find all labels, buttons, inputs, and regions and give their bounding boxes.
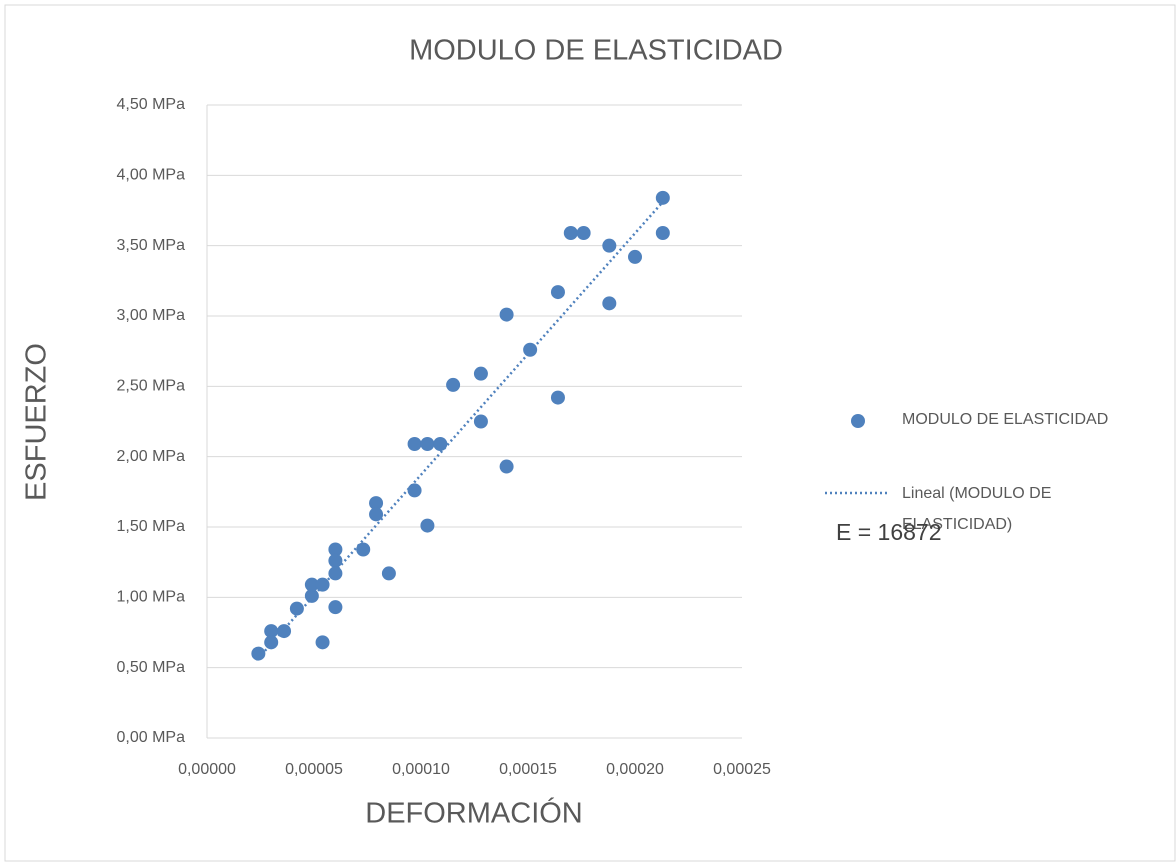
point xyxy=(328,566,343,581)
point xyxy=(251,646,266,661)
legend-trendline-label: Lineal (MODULO DE ELASTICIDAD) xyxy=(902,485,1052,533)
point xyxy=(655,226,670,241)
point xyxy=(264,635,279,650)
x-tick-label: 0,00015 xyxy=(499,761,557,778)
point xyxy=(628,249,642,264)
x-tick-label: 0,00000 xyxy=(178,761,236,778)
point xyxy=(315,577,330,592)
annotation: E = 16872 xyxy=(836,519,942,545)
point xyxy=(602,238,617,253)
point xyxy=(328,553,343,568)
point xyxy=(304,577,319,592)
point xyxy=(602,296,617,311)
point xyxy=(655,190,670,205)
point xyxy=(420,437,435,452)
point xyxy=(446,377,461,392)
y-tick-label: 2,50 MPa xyxy=(117,378,186,395)
y-tick-label: 1,50 MPa xyxy=(117,518,186,535)
point xyxy=(369,507,384,522)
point xyxy=(315,635,330,650)
point xyxy=(433,437,448,452)
point xyxy=(550,390,565,405)
point xyxy=(473,414,488,429)
point xyxy=(381,566,396,581)
y-tick-label: 3,00 MPa xyxy=(117,307,186,324)
point xyxy=(304,588,319,603)
point xyxy=(499,307,514,322)
x-tick-label: 0,00005 xyxy=(285,761,343,778)
point xyxy=(369,496,384,511)
y-tick-label: 2,00 MPa xyxy=(117,448,186,465)
point xyxy=(407,437,422,452)
y-tick-label: 1,00 MPa xyxy=(117,589,186,606)
chart-title: MODULO DE ELASTICIDAD xyxy=(409,35,783,67)
point xyxy=(328,542,343,557)
y-tick-label: 0,00 MPa xyxy=(117,729,186,746)
legend-label: MODULO DE ELASTICIDAD xyxy=(902,411,1109,428)
y-tick-label: 0,50 MPa xyxy=(117,659,186,676)
y-tick-label: 3,50 MPa xyxy=(117,237,186,254)
x-tick-label: 0,00010 xyxy=(392,761,450,778)
y-axis-title: ESFUERZO xyxy=(21,343,53,501)
y-tick-label: 4,00 MPa xyxy=(117,167,186,184)
y-tick-label: 4,50 MPa xyxy=(117,96,186,113)
x-tick-label: 0,00025 xyxy=(713,761,771,778)
point xyxy=(550,285,565,300)
point xyxy=(264,624,279,639)
point xyxy=(277,624,292,639)
point xyxy=(289,601,304,616)
point xyxy=(328,600,343,615)
legend-marker xyxy=(851,414,865,428)
x-tick-label: 0,00020 xyxy=(606,761,664,778)
point xyxy=(356,542,371,557)
point xyxy=(407,483,422,498)
point xyxy=(563,226,578,241)
point xyxy=(420,518,435,533)
point xyxy=(576,226,591,241)
point xyxy=(523,342,538,357)
x-axis-title: DEFORMACIÓN xyxy=(365,797,583,830)
chart-border xyxy=(4,4,1176,862)
point xyxy=(499,459,514,474)
point xyxy=(473,366,488,381)
